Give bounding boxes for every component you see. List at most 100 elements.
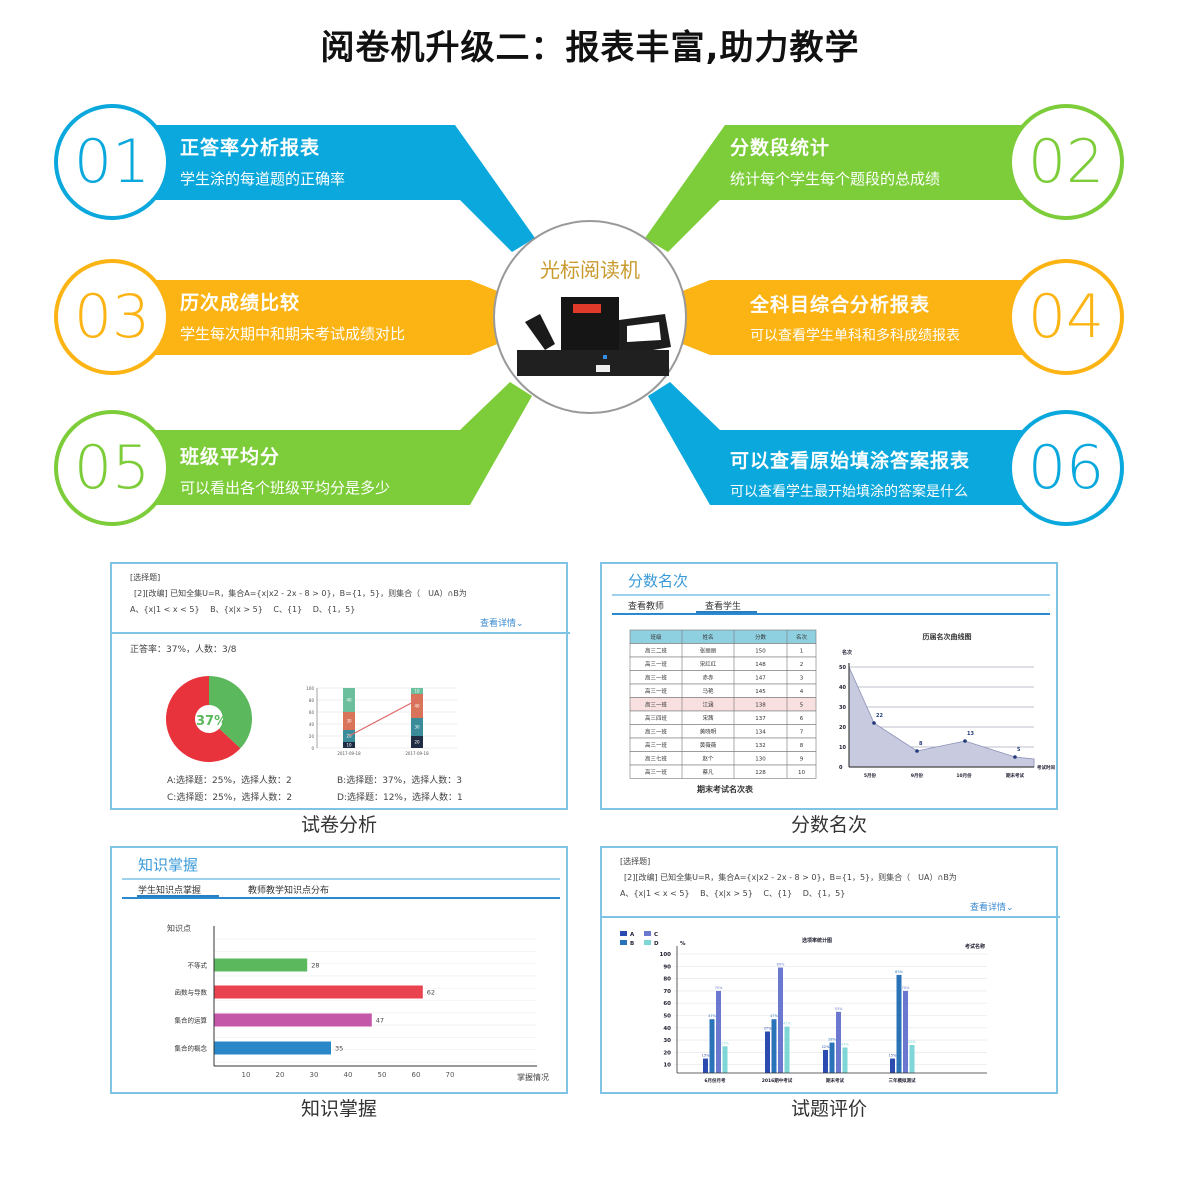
question-tag: [选择题]: [620, 856, 650, 866]
feature-desc: 学生每次期中和期末考试成绩对比: [180, 325, 406, 343]
feature-number-05: 05: [54, 410, 170, 526]
caption-knowledge: 知识掌握: [300, 1098, 377, 1120]
x-tick-label: 20: [276, 1071, 285, 1079]
donut-label: 37%: [196, 714, 227, 729]
ribbon-05: [150, 382, 532, 505]
x-tick-label: 50: [378, 1071, 387, 1079]
donut-chart: [166, 676, 253, 762]
grouped-bar: [784, 1026, 790, 1073]
grouped-bar: [909, 1045, 915, 1073]
tab-student-knowledge[interactable]: 学生知识点掌握: [138, 884, 201, 896]
y-tick-label: 0: [311, 746, 314, 751]
bar-value-label: 41%: [783, 1022, 791, 1026]
feature-number-03: 03: [54, 259, 170, 375]
bar-value-label: 47%: [708, 1014, 716, 1018]
y-tick-label: 40: [309, 722, 315, 727]
tab-teacher-knowledge[interactable]: 教师教学知识点分布: [248, 884, 329, 896]
x-axis-label: 考试名称: [965, 943, 985, 950]
tab-teacher[interactable]: 查看教师: [628, 600, 664, 612]
table-cell: 赵个: [702, 755, 714, 763]
segment-label: 30: [346, 719, 352, 724]
feature-desc: 可以看出各个班级平均分是多少: [180, 479, 391, 497]
segment-label: 20: [414, 740, 420, 745]
bar-value-label: 62: [427, 989, 435, 997]
trend-line: [348, 699, 418, 737]
card-title: 知识掌握: [138, 856, 198, 874]
score-rank-card: 分数名次 查看教师 查看学生 班级 姓名 分数 名次 高三二班 张丽丽 150 1 高三一班 宋红…: [600, 562, 1058, 810]
caption-paper-analysis: 试卷分析: [300, 814, 377, 836]
feature-desc: 学生涂的每道题的正确率: [180, 170, 346, 188]
table-cell: 9: [800, 757, 804, 763]
chart-title: 选项率统计图: [802, 937, 832, 944]
table-cell: 高三一班: [645, 674, 668, 682]
table-cell: 132: [755, 743, 766, 749]
legend-label: C: [654, 932, 658, 938]
table-cell: 蔡凡: [702, 768, 714, 776]
y-tick-label: 20: [839, 725, 846, 731]
knowledge-bar: [214, 1041, 331, 1055]
grouped-bar: [716, 990, 721, 1073]
segment-label: 10: [414, 689, 420, 694]
data-point: [963, 739, 967, 743]
table-cell: 150: [755, 649, 766, 655]
table-cell: 5: [800, 703, 804, 709]
data-label: 8: [919, 741, 923, 747]
y-axis-label: 名次: [842, 649, 852, 656]
tab-student[interactable]: 查看学生: [705, 600, 741, 612]
y-tick-label: 30: [663, 1038, 671, 1044]
feature-ribbons: [150, 125, 1030, 505]
option-stat-d: D:选择题：12%，选择人数：1: [337, 791, 463, 803]
bar-value-label: 15%: [889, 1054, 897, 1058]
table-cell: 高三一班: [645, 687, 668, 695]
grouped-bar: [896, 974, 902, 1073]
feature-desc: 可以查看学生最开始填涂的答案是什么: [730, 484, 968, 500]
caption-question-eval: 试题评价: [790, 1098, 867, 1120]
segment-label: 30: [414, 725, 420, 730]
view-details-link[interactable]: 查看详情⌄: [970, 901, 1014, 913]
feature-05: 班级平均分 可以看出各个班级平均分是多少: [180, 442, 390, 498]
grouped-bar: [778, 967, 783, 1073]
y-tick-label: 集合的概念: [175, 1044, 208, 1053]
x-tick-label: 三年模拟测试: [889, 1077, 916, 1084]
knowledge-card: 知识掌握 学生知识点掌握 教师教学知识点分布 知识点 不等式 28 函数与导数 62 集合…: [110, 846, 568, 1094]
feature-desc: 统计每个学生每个题段的总成绩: [730, 170, 941, 188]
table-caption: 期末考试名次表: [697, 784, 754, 794]
question-text: [2][改编] 已知全集U=R，集合A={x|x2 - 2x - 8 > 0}，…: [134, 588, 467, 598]
feature-desc: 可以查看学生单科和多科成绩报表: [750, 328, 960, 344]
grouped-bar: [890, 1058, 895, 1073]
x-tick-label: 9月份: [911, 772, 924, 779]
product-title: 光标阅读机: [540, 258, 640, 282]
center-product-circle: 光标阅读机: [493, 220, 687, 414]
view-details-link[interactable]: 查看详情⌄: [480, 617, 524, 629]
correct-rate: 正答率：37%，人数：3/8: [130, 643, 237, 655]
bar-value-label: 70%: [715, 986, 723, 990]
x-tick-label: 期末考试: [826, 1077, 844, 1084]
y-axis-label: 知识点: [167, 923, 191, 933]
y-tick-label: 函数与导数: [175, 988, 208, 997]
table-cell: 姓名: [702, 633, 713, 641]
x-tick-label: 2017-09-18: [405, 751, 429, 756]
stacked-bar-segment: [343, 712, 355, 730]
bar-value-label: 70%: [902, 986, 910, 990]
data-label: 13: [967, 731, 974, 737]
feature-title: 全科目综合分析报表: [750, 294, 931, 316]
segment-label: 40: [414, 704, 420, 709]
page-title: 阅卷机升级二：报表丰富,助力教学: [320, 28, 860, 68]
bar-value-label: 28%: [828, 1038, 836, 1042]
stacked-bar-segment: [411, 736, 423, 748]
grouped-bar: [765, 1031, 770, 1073]
table-cell: 148: [755, 662, 766, 668]
table-cell: 高三二班: [645, 647, 668, 655]
y-tick-label: 30: [839, 705, 846, 711]
feature-06: 可以查看原始填涂答案报表 可以查看学生最开始填涂的答案是什么: [730, 446, 970, 501]
option-stat-c: C:选择题：25%，选择人数：2: [167, 791, 292, 803]
feature-number-02: 02: [1008, 104, 1124, 220]
question-text: [2][改编] 已知全集U=R，集合A={x|x2 - 2x - 8 > 0}，…: [624, 872, 957, 882]
x-tick-label: 10: [242, 1071, 251, 1079]
table-cell: 130: [755, 757, 766, 763]
x-tick-label: 60: [412, 1071, 421, 1079]
chart-title: 历届名次曲线图: [923, 632, 972, 641]
y-tick-label: 80: [309, 698, 315, 703]
